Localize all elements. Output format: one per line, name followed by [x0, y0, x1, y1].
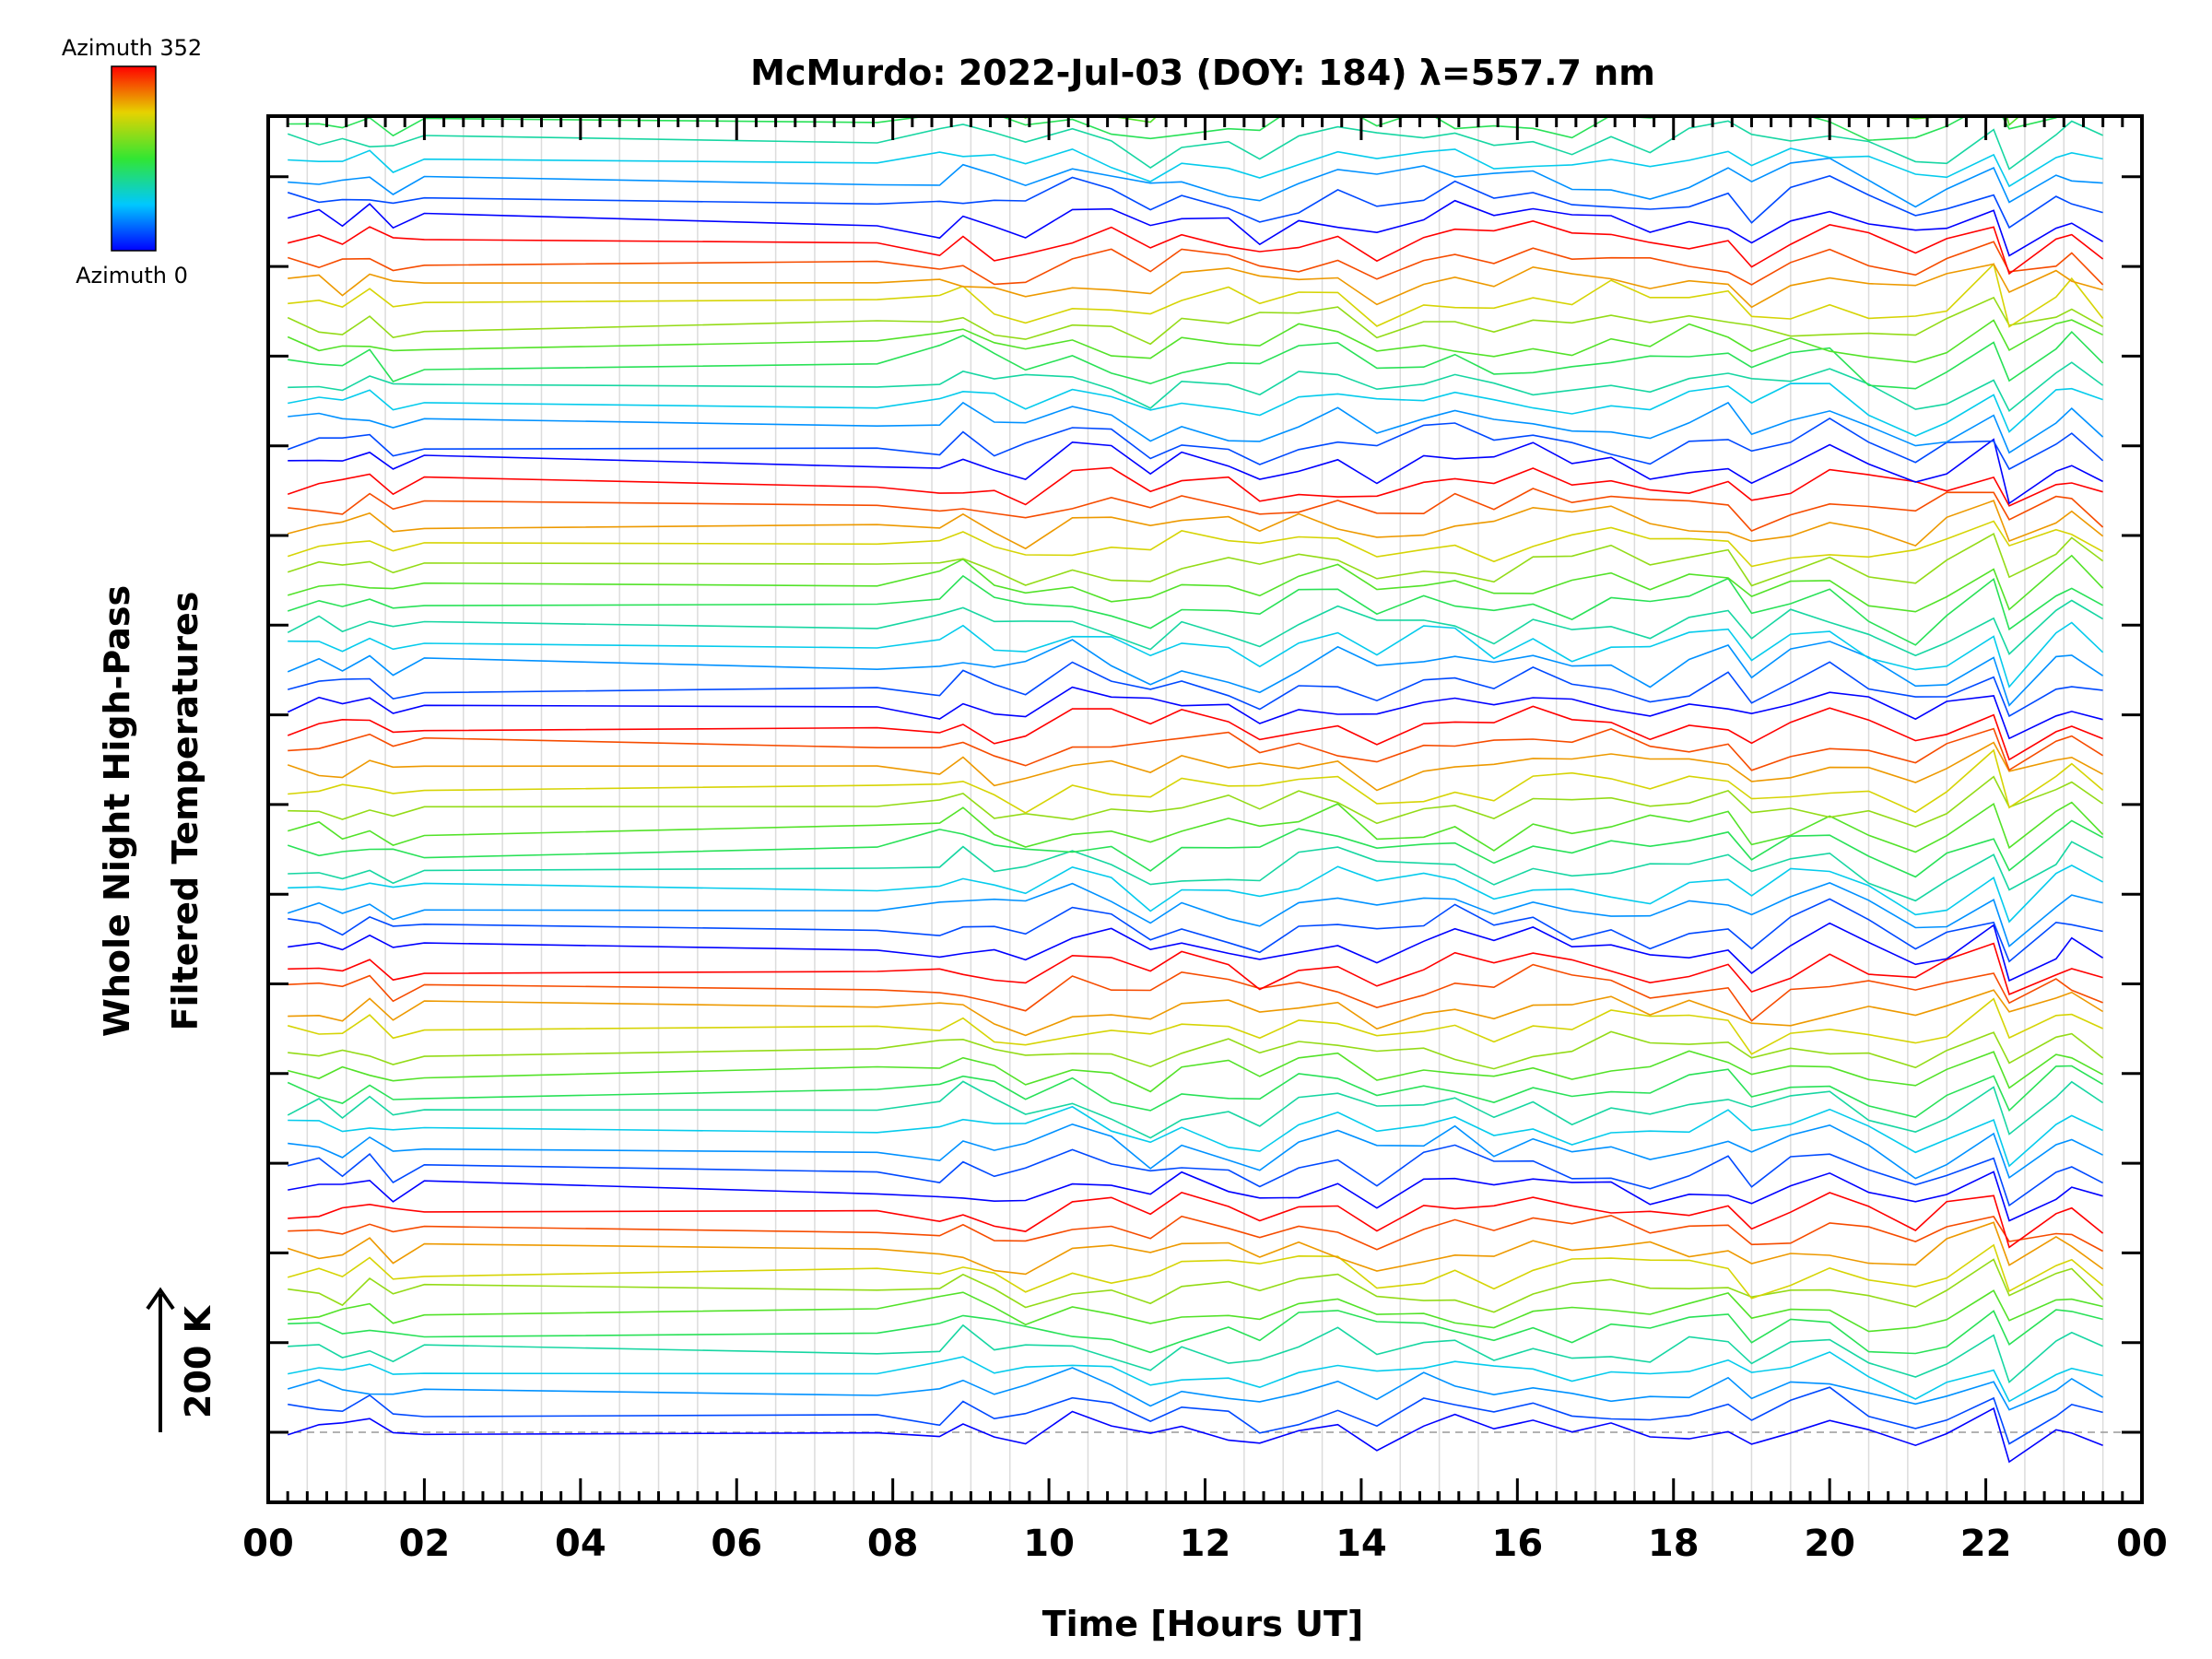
x-gridlines	[306, 116, 2104, 1502]
traces	[287, 0, 2104, 1464]
azimuth-trace	[288, 1192, 2104, 1249]
azimuth-trace	[288, 963, 2103, 1022]
azimuth-trace	[288, 382, 2103, 437]
azimuth-trace	[287, 241, 2104, 286]
azimuth-trace	[288, 1144, 2103, 1207]
azimuth-trace	[288, 219, 2104, 276]
azimuth-trace	[287, 741, 2103, 792]
x-tick-label: 00	[2116, 1523, 2168, 1565]
azimuth-trace	[287, 574, 2103, 646]
azimuth-trace	[287, 520, 2103, 568]
azimuth-trace	[288, 1105, 2103, 1168]
azimuth-trace	[288, 1123, 2103, 1180]
azimuth-trace	[288, 1030, 2104, 1070]
scale-label: 200 K	[178, 1304, 218, 1418]
azimuth-trace	[288, 841, 2103, 902]
azimuth-trace	[288, 330, 2104, 390]
azimuth-trace	[288, 1214, 2103, 1253]
azimuth-trace	[288, 1050, 2103, 1093]
azimuth-trace	[287, 705, 2103, 761]
x-tick-label: 10	[1023, 1523, 1075, 1565]
azimuth-trace	[288, 0, 2102, 29]
azimuth-trace	[288, 147, 2103, 188]
azimuth-trace	[288, 1386, 2103, 1445]
x-axis-label: Time [Hours UT]	[1042, 1604, 1364, 1644]
azimuth-trace	[287, 686, 2103, 740]
azimuth-trace	[288, 361, 2104, 412]
azimuth-trace	[287, 175, 2103, 229]
azimuth-trace	[288, 263, 2104, 328]
colorbar-min-label: Azimuth 0	[76, 263, 188, 288]
azimuth-trace	[288, 0, 2102, 8]
azimuth-trace	[287, 120, 2103, 171]
scale-bar: 200 K	[146, 1287, 218, 1432]
azimuth-trace	[288, 1, 2102, 46]
azimuth-trace	[287, 500, 2104, 550]
azimuth-trace	[287, 639, 2104, 707]
x-tick-label: 18	[1648, 1523, 1700, 1565]
azimuth-trace	[287, 1065, 2104, 1118]
azimuth-trace	[287, 599, 2104, 657]
azimuth-trace	[288, 864, 2103, 924]
x-tick-label: 02	[399, 1523, 451, 1565]
scale-arrow-head	[146, 1287, 175, 1311]
azimuth-trace	[287, 1406, 2103, 1464]
azimuth-trace	[287, 554, 2104, 613]
y-axis-label-line2: Filtered Temperatures	[165, 592, 206, 1031]
x-tick-label: 04	[555, 1523, 606, 1565]
x-tick-label: 16	[1491, 1523, 1543, 1565]
azimuth-trace	[287, 417, 2104, 471]
azimuth-trace	[288, 263, 2103, 309]
chart-title: McMurdo: 2022-Jul-03 (DOY: 184) λ=557.7 …	[750, 53, 1655, 93]
azimuth-trace	[287, 533, 2104, 587]
x-tick-label: 14	[1335, 1523, 1387, 1565]
azimuth-trace	[288, 1309, 2103, 1355]
azimuth-trace	[288, 488, 2104, 532]
azimuth-trace	[288, 922, 2104, 982]
azimuth-trace	[288, 1289, 2103, 1333]
x-tick-labels: 00 02 04 06 08 10 12 14 16 18 20 22 00	[242, 1523, 2168, 1565]
azimuth-trace	[288, 401, 2104, 454]
y-axis-label-line1: Whole Night High-Pass	[97, 585, 137, 1037]
azimuth-trace	[287, 819, 2103, 878]
azimuth-trace	[288, 1258, 2104, 1313]
azimuth-trace	[287, 199, 2104, 257]
x-tick-label: 00	[242, 1523, 294, 1565]
azimuth-trace	[287, 1243, 2104, 1300]
azimuth-trace	[287, 466, 2103, 507]
azimuth-trace	[288, 1324, 2103, 1383]
colorbar-max-label: Azimuth 352	[62, 35, 202, 61]
x-tick-label: 06	[711, 1523, 762, 1565]
x-tick-label: 12	[1180, 1523, 1231, 1565]
azimuth-trace	[287, 661, 2103, 718]
x-tick-label: 20	[1804, 1523, 1855, 1565]
azimuth-trace	[288, 942, 2103, 995]
x-tick-label: 08	[867, 1523, 919, 1565]
azimuth-trace	[288, 989, 2104, 1037]
azimuth-trace	[288, 1171, 2103, 1222]
x-tick-label: 22	[1960, 1523, 2012, 1565]
azimuth-trace	[287, 997, 2103, 1055]
azimuth-trace	[288, 438, 2103, 505]
azimuth-trace	[288, 898, 2103, 963]
azimuth-trace	[287, 319, 2103, 363]
azimuth-trace	[287, 296, 2103, 346]
azimuth-trace	[288, 727, 2104, 771]
azimuth-trace	[287, 1367, 2104, 1411]
azimuth-trace	[287, 1221, 2104, 1276]
azimuth-trace	[288, 621, 2104, 688]
azimuth-trace	[288, 1351, 2103, 1403]
azimuth-trace	[287, 1080, 2104, 1139]
azimuth-trace	[288, 157, 2103, 208]
plot-frame	[266, 114, 2144, 1504]
azimuth-trace	[288, 748, 2104, 814]
azimuth-trace	[288, 775, 2104, 828]
azimuth-trace	[287, 801, 2104, 853]
colorbar	[111, 65, 157, 252]
azimuth-trace	[287, 882, 2103, 947]
